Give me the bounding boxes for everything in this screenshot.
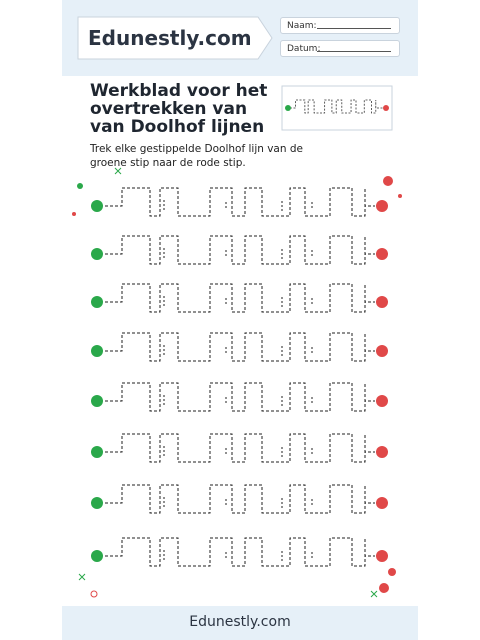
maze-path: [105, 484, 375, 514]
title: Werkblad voor het overtrekken van van Do…: [90, 82, 267, 136]
maze-path: [105, 283, 375, 313]
maze-path: [105, 332, 375, 362]
date-rule: [317, 51, 391, 52]
decor-dot: [77, 183, 83, 189]
decor-dot: [383, 176, 393, 186]
start-dot: [91, 296, 103, 308]
worksheet: Edunestly.com Naam: Datum: Werkblad voor…: [62, 0, 418, 640]
start-dot: [91, 248, 103, 260]
end-dot: [376, 395, 388, 407]
start-dot: [91, 395, 103, 407]
title-line: van Doolhof lijnen: [90, 117, 265, 137]
maze-area: [72, 85, 402, 598]
maze-path: [105, 382, 375, 412]
decor-dot: [72, 212, 76, 216]
name-label: Naam:: [287, 21, 317, 31]
start-dot: [91, 550, 103, 562]
brand: Edunestly.com: [88, 26, 252, 50]
decor-dot: [90, 590, 98, 598]
decor-star: [114, 167, 122, 175]
end-dot: [376, 345, 388, 357]
decor-dot: [379, 583, 389, 593]
brand-banner: [77, 16, 273, 60]
maze-path: [105, 537, 375, 567]
footer: Edunestly.com: [189, 614, 291, 630]
start-dot: [91, 446, 103, 458]
end-dot: [376, 296, 388, 308]
decor-dot: [388, 568, 396, 576]
end-dot: [376, 200, 388, 212]
instruction: Trek elke gestippelde Doolhof lijn van d…: [90, 142, 303, 170]
start-dot: [91, 200, 103, 212]
instruction-line: groene stip naar de rode stip.: [90, 157, 246, 169]
end-dot: [376, 497, 388, 509]
maze-path: [105, 187, 375, 217]
end-dot: [376, 248, 388, 260]
maze-path: [105, 235, 375, 265]
title-line: overtrekken van: [90, 99, 248, 119]
decor-star: [78, 573, 86, 581]
maze-path: [105, 433, 375, 463]
preview-end: [383, 105, 389, 111]
start-dot: [91, 345, 103, 357]
end-dot: [376, 446, 388, 458]
preview-box: [281, 85, 393, 131]
instruction-line: Trek elke gestippelde Doolhof lijn van d…: [90, 143, 303, 155]
end-dot: [376, 550, 388, 562]
date-field: Datum:: [280, 40, 400, 57]
name-field: Naam:: [280, 17, 400, 34]
decor-dot: [398, 194, 402, 198]
date-label: Datum:: [287, 44, 321, 54]
title-line: Werkblad voor het: [90, 81, 268, 101]
decor-star: [370, 590, 378, 598]
footer-band: [62, 606, 418, 640]
banner-shape: [77, 16, 273, 60]
name-rule: [317, 28, 391, 29]
start-dot: [91, 497, 103, 509]
preview-start: [285, 105, 291, 111]
